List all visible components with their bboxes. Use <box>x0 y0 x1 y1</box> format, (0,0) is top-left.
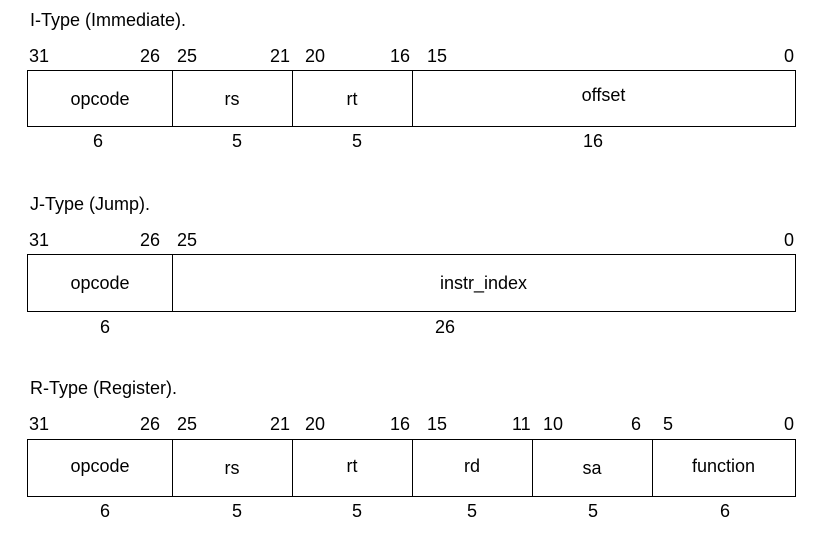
r-type-width-rs: 5 <box>231 501 242 521</box>
i-type-width-opcode: 6 <box>92 131 103 151</box>
r-type-bit-20: 20 <box>305 414 326 434</box>
j-type-bit-25: 25 <box>177 230 198 250</box>
i-type-bit-20: 20 <box>305 46 326 66</box>
field-label: offset <box>581 85 626 105</box>
r-type-bit-11: 11 <box>512 414 531 434</box>
r-type-field-rt: rt <box>292 440 413 496</box>
i-type-bit-15: 15 <box>427 46 448 66</box>
i-type-width-rs: 5 <box>231 131 242 151</box>
r-type-bit-6: 6 <box>631 414 642 434</box>
i-type-field-opcode: opcode <box>28 71 173 126</box>
i-type-field-rs: rs <box>172 71 293 126</box>
r-type-width-rd: 5 <box>466 501 477 521</box>
j-type-width-opcode: 6 <box>99 317 110 337</box>
r-type-bit-25: 25 <box>177 414 198 434</box>
i-type-width-rt: 5 <box>351 131 362 151</box>
field-label: rt <box>346 89 358 109</box>
r-type-bit-21: 21 <box>270 414 291 434</box>
i-type-field-rt: rt <box>292 71 413 126</box>
r-type-field-opcode: opcode <box>28 440 173 496</box>
i-type-bit-25: 25 <box>177 46 198 66</box>
j-type-bit-26: 26 <box>140 230 161 250</box>
r-type-instruction-box: opcode rs rt rd sa function <box>27 439 796 497</box>
j-type-instruction-box: opcode instr_index <box>27 254 796 312</box>
j-type-bit-0: 0 <box>784 230 795 250</box>
r-type-bit-16: 16 <box>390 414 411 434</box>
r-type-bit-0: 0 <box>784 414 795 434</box>
r-type-bit-10: 10 <box>543 414 564 434</box>
r-type-field-rd: rd <box>412 440 533 496</box>
j-type-field-instr-index: instr_index <box>172 255 795 311</box>
r-type-bit-26: 26 <box>140 414 161 434</box>
field-label: opcode <box>70 456 130 476</box>
field-label: rs <box>224 458 240 478</box>
field-label: sa <box>582 458 602 478</box>
i-type-bit-0: 0 <box>784 46 795 66</box>
i-type-field-offset: offset <box>412 71 795 126</box>
j-type-width-instr-index: 26 <box>434 317 456 337</box>
field-label: rd <box>463 456 480 476</box>
r-type-field-rs: rs <box>172 440 293 496</box>
r-type-bit-5: 5 <box>663 414 674 434</box>
r-type-width-rt: 5 <box>351 501 362 521</box>
i-type-bit-21: 21 <box>270 46 291 66</box>
i-type-title: I-Type (Immediate). <box>30 10 187 30</box>
r-type-bit-15: 15 <box>427 414 448 434</box>
r-type-field-sa: sa <box>532 440 653 496</box>
r-type-title: R-Type (Register). <box>30 378 178 398</box>
field-label: instr_index <box>439 273 528 293</box>
field-label: opcode <box>70 273 130 293</box>
i-type-bit-16: 16 <box>390 46 411 66</box>
field-label: rt <box>346 456 358 476</box>
field-label: opcode <box>70 89 130 109</box>
i-type-bit-31: 31 <box>29 46 50 66</box>
j-type-title: J-Type (Jump). <box>30 194 151 214</box>
i-type-instruction-box: opcode rs rt offset <box>27 70 796 127</box>
j-type-bit-31: 31 <box>29 230 50 250</box>
i-type-bit-26: 26 <box>140 46 161 66</box>
r-type-field-function: function <box>652 440 795 496</box>
r-type-bit-31: 31 <box>29 414 50 434</box>
r-type-width-sa: 5 <box>587 501 598 521</box>
i-type-width-offset: 16 <box>582 131 604 151</box>
r-type-width-function: 6 <box>719 501 730 521</box>
j-type-field-opcode: opcode <box>28 255 173 311</box>
field-label: function <box>691 456 756 476</box>
field-label: rs <box>224 89 240 109</box>
r-type-width-opcode: 6 <box>99 501 110 521</box>
